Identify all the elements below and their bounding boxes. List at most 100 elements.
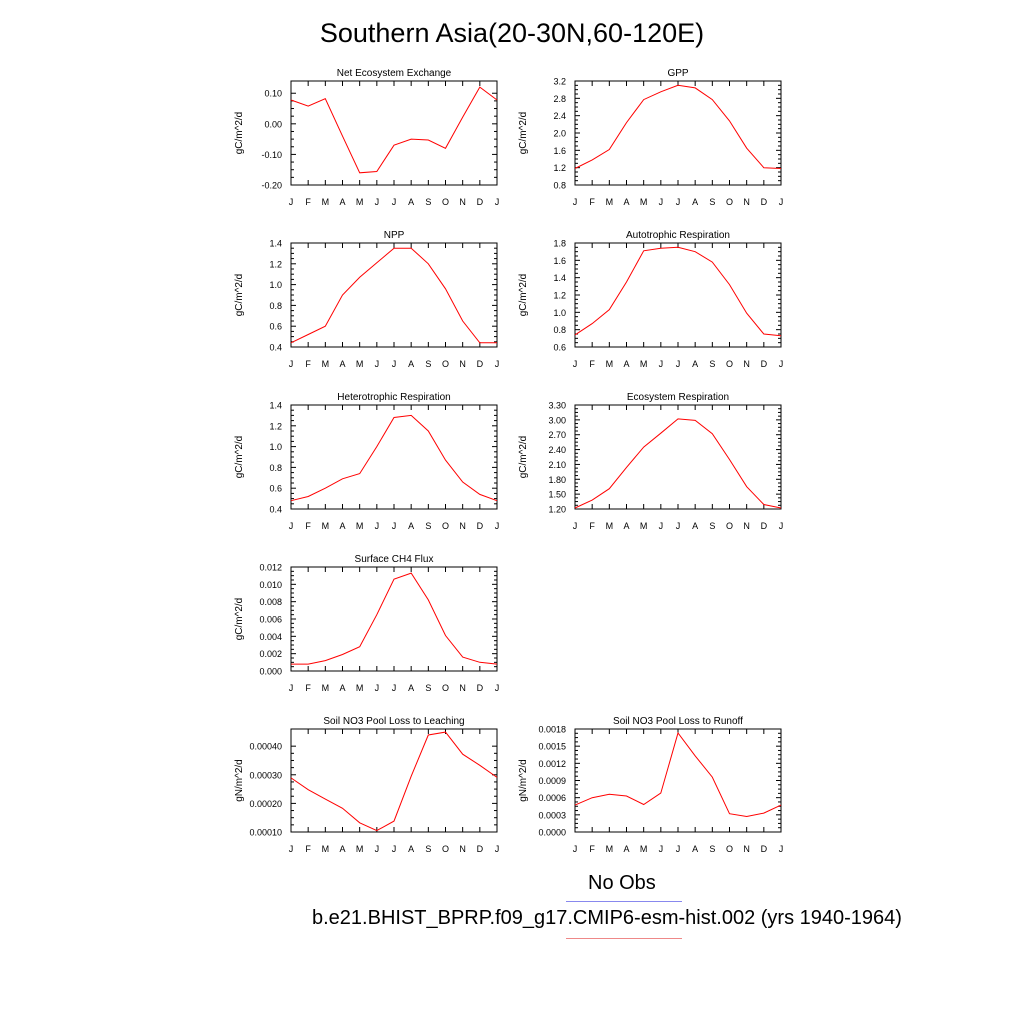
x-tick-label: A bbox=[408, 521, 414, 531]
x-tick-label: S bbox=[709, 844, 715, 854]
x-tick-label: F bbox=[589, 844, 595, 854]
x-tick-label: S bbox=[425, 197, 431, 207]
y-axis-label: gC/m^2/d bbox=[518, 112, 529, 155]
x-tick-label: J bbox=[779, 359, 784, 369]
y-tick-label: 1.8 bbox=[553, 239, 566, 249]
series-line bbox=[574, 418, 782, 509]
y-tick-label: 1.0 bbox=[269, 442, 282, 452]
y-tick-label: 1.4 bbox=[553, 273, 566, 283]
x-tick-label: D bbox=[477, 197, 484, 207]
plot-frame bbox=[290, 566, 498, 672]
x-tick-label: F bbox=[589, 521, 595, 531]
y-tick-label: 1.50 bbox=[548, 490, 566, 500]
y-tick-label: 1.6 bbox=[553, 146, 566, 156]
y-tick-label: 0.6 bbox=[553, 343, 566, 353]
y-tick-label: 0.8 bbox=[269, 301, 282, 311]
y-tick-label: 0.0009 bbox=[538, 776, 566, 786]
x-tick-label: J bbox=[289, 683, 294, 693]
x-tick-label: D bbox=[477, 521, 484, 531]
panel-title: Surface CH4 Flux bbox=[355, 554, 434, 565]
x-tick-label: J bbox=[676, 197, 681, 207]
x-tick-label: J bbox=[779, 844, 784, 854]
x-tick-label: A bbox=[408, 844, 414, 854]
y-tick-label: 0.4 bbox=[269, 343, 282, 353]
x-tick-label: J bbox=[659, 521, 664, 531]
y-axis-label: gN/m^2/d bbox=[234, 759, 245, 802]
x-tick-label: J bbox=[659, 844, 664, 854]
y-tick-label: 2.70 bbox=[548, 430, 566, 440]
y-tick-label: 0.00030 bbox=[249, 770, 282, 780]
x-tick-label: D bbox=[477, 359, 484, 369]
x-tick-label: J bbox=[573, 359, 578, 369]
x-tick-label: J bbox=[659, 359, 664, 369]
x-tick-label: F bbox=[305, 683, 311, 693]
x-tick-label: A bbox=[339, 359, 345, 369]
x-tick-label: J bbox=[495, 844, 500, 854]
legend-obs-label: No Obs bbox=[588, 872, 656, 894]
x-tick-label: F bbox=[589, 359, 595, 369]
y-tick-label: 0.002 bbox=[259, 649, 282, 659]
y-tick-label: 0.010 bbox=[259, 580, 282, 590]
plot-frame bbox=[290, 404, 498, 510]
x-tick-label: N bbox=[743, 197, 750, 207]
y-tick-label: 0.0000 bbox=[538, 828, 566, 838]
y-tick-label: 0.0006 bbox=[538, 793, 566, 803]
x-tick-label: M bbox=[606, 521, 614, 531]
x-tick-label: M bbox=[322, 683, 330, 693]
x-tick-label: O bbox=[442, 359, 449, 369]
y-axis-label: gC/m^2/d bbox=[234, 598, 245, 641]
x-tick-label: N bbox=[459, 359, 466, 369]
panel-title: Ecosystem Respiration bbox=[627, 392, 729, 403]
y-tick-label: 2.4 bbox=[553, 111, 566, 121]
x-tick-label: M bbox=[640, 521, 648, 531]
x-tick-label: J bbox=[659, 197, 664, 207]
panel-title: Soil NO3 Pool Loss to Leaching bbox=[323, 716, 464, 727]
x-tick-label: M bbox=[606, 359, 614, 369]
y-tick-label: 0.006 bbox=[259, 615, 282, 625]
y-tick-label: 0.000 bbox=[259, 667, 282, 677]
x-tick-label: J bbox=[676, 521, 681, 531]
y-tick-label: 0.6 bbox=[269, 484, 282, 494]
y-tick-label: 0.0012 bbox=[538, 759, 566, 769]
x-tick-label: J bbox=[375, 844, 380, 854]
x-tick-label: O bbox=[726, 359, 733, 369]
x-tick-label: N bbox=[743, 359, 750, 369]
x-tick-label: N bbox=[743, 521, 750, 531]
x-tick-label: D bbox=[761, 359, 768, 369]
x-tick-label: F bbox=[305, 844, 311, 854]
y-tick-label: -0.10 bbox=[261, 150, 282, 160]
y-tick-label: 2.10 bbox=[548, 460, 566, 470]
y-tick-label: 2.40 bbox=[548, 445, 566, 455]
x-tick-label: J bbox=[392, 197, 397, 207]
x-tick-label: D bbox=[477, 683, 484, 693]
x-tick-label: M bbox=[356, 521, 364, 531]
x-tick-label: M bbox=[640, 844, 648, 854]
x-tick-label: S bbox=[425, 683, 431, 693]
y-tick-label: 0.00 bbox=[264, 119, 282, 129]
x-tick-label: J bbox=[779, 197, 784, 207]
chart-panel-soil-no3-pool-loss-to-leaching: Soil NO3 Pool Loss to Leaching gN/m^2/d J F… bbox=[234, 716, 499, 854]
x-tick-label: N bbox=[459, 197, 466, 207]
x-tick-label: S bbox=[709, 197, 715, 207]
series-line bbox=[290, 86, 498, 174]
x-tick-label: J bbox=[495, 359, 500, 369]
y-axis-label: gC/m^2/d bbox=[518, 436, 529, 479]
y-tick-label: 1.6 bbox=[553, 256, 566, 266]
plot-frame bbox=[574, 728, 782, 833]
x-tick-label: N bbox=[459, 683, 466, 693]
series-line bbox=[574, 731, 782, 818]
panel-title: Net Ecosystem Exchange bbox=[337, 68, 452, 79]
x-tick-label: M bbox=[322, 844, 330, 854]
y-tick-label: 0.8 bbox=[553, 325, 566, 335]
x-tick-label: J bbox=[573, 197, 578, 207]
series-line bbox=[291, 572, 498, 665]
y-axis-label: gC/m^2/d bbox=[518, 274, 529, 317]
plot-frame bbox=[290, 728, 498, 833]
x-tick-label: F bbox=[305, 197, 311, 207]
y-axis-label: gC/m^2/d bbox=[234, 436, 245, 479]
y-tick-label: 0.8 bbox=[553, 181, 566, 191]
x-tick-label: J bbox=[495, 197, 500, 207]
